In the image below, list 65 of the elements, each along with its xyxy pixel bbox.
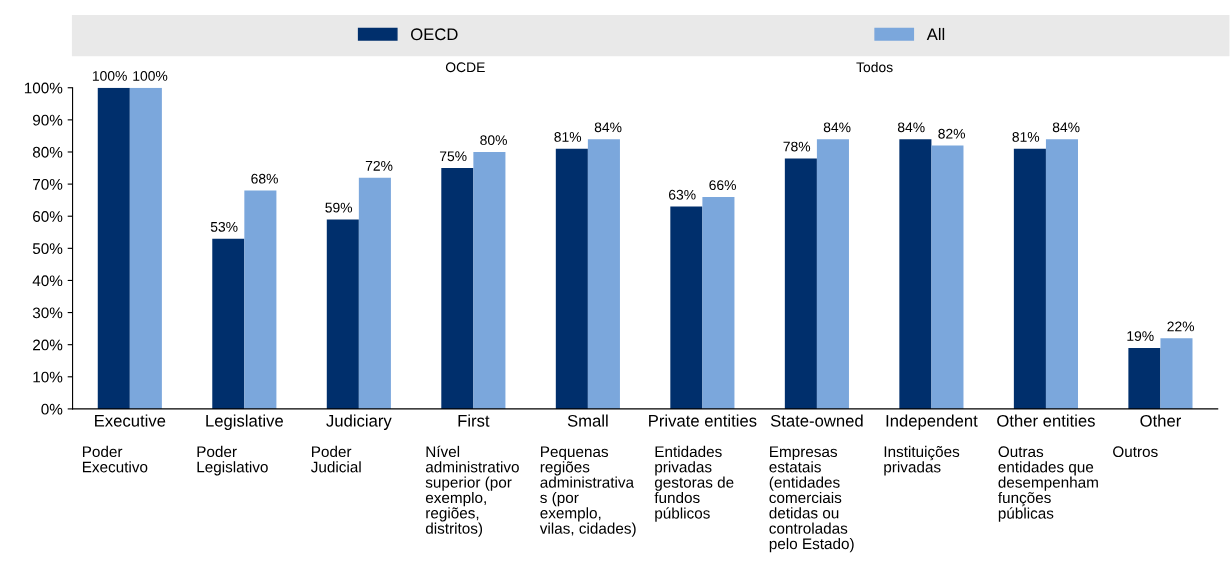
y-tick-label: 70% bbox=[33, 178, 63, 190]
bar bbox=[816, 139, 849, 409]
bar bbox=[326, 219, 359, 409]
bar bbox=[1045, 139, 1078, 409]
category-label: Small Pequenas regiões administrativa s (por exemplo, vilas, cidades) bbox=[539, 414, 636, 537]
data-label: 84% bbox=[897, 122, 925, 133]
data-label: 84% bbox=[823, 122, 851, 133]
y-tick-label: 100% bbox=[24, 82, 63, 94]
y-tick-label: 80% bbox=[32, 146, 63, 158]
data-label: 82% bbox=[938, 128, 966, 139]
data-label: 53% bbox=[210, 221, 238, 232]
bar bbox=[1160, 338, 1193, 409]
bar bbox=[1128, 347, 1161, 409]
category-label: Legislative Poder Legislativo bbox=[197, 414, 283, 476]
y-tick-label: 10% bbox=[33, 371, 63, 383]
data-label: 100% bbox=[133, 71, 168, 81]
bar bbox=[931, 145, 964, 409]
legend-label: All bbox=[926, 27, 945, 40]
bar bbox=[1013, 148, 1046, 409]
bar bbox=[587, 139, 620, 409]
text: OCDE bbox=[445, 62, 485, 73]
text: Todos bbox=[856, 61, 893, 73]
category-label: Independent Instituições privadas bbox=[884, 414, 978, 476]
data-label: 19% bbox=[1127, 331, 1154, 341]
bar bbox=[97, 87, 130, 409]
bar bbox=[244, 190, 277, 409]
data-label: 59% bbox=[325, 202, 353, 213]
data-label: 68% bbox=[251, 173, 278, 184]
data-label: 84% bbox=[1052, 122, 1080, 133]
y-tick-label: 30% bbox=[32, 307, 63, 319]
data-label: 100% bbox=[92, 71, 127, 81]
bar bbox=[670, 206, 703, 409]
bar bbox=[702, 196, 735, 409]
y-tick-label: 50% bbox=[32, 243, 63, 255]
bar bbox=[784, 158, 817, 409]
legend-label: OECD bbox=[411, 28, 458, 41]
category-label: Judiciary Poder Judicial bbox=[311, 414, 392, 473]
data-label: 63% bbox=[669, 189, 696, 200]
y-tick-label: 60% bbox=[33, 211, 63, 222]
category-label: Private entities Entidades privadas gestoras de fundos públicos bbox=[649, 414, 757, 522]
bar bbox=[555, 148, 588, 409]
data-label: 78% bbox=[783, 141, 811, 152]
category-label: Executive Poder Executivo bbox=[82, 414, 166, 473]
y-tick-label: 90% bbox=[32, 114, 63, 126]
bar bbox=[358, 177, 391, 409]
data-label: 75% bbox=[439, 151, 467, 162]
data-label: 81% bbox=[554, 132, 582, 142]
category-label: Other entities Outras entidades que desempenham funções públicas bbox=[997, 414, 1098, 522]
category-label: Other Outros bbox=[1113, 414, 1182, 458]
bar bbox=[899, 139, 932, 409]
category-label: First Nível administrativo superior (por exemplo, regiões, distritos) bbox=[425, 414, 519, 537]
data-label: 80% bbox=[480, 135, 507, 146]
y-tick-label: 20% bbox=[33, 339, 63, 351]
data-label: 81% bbox=[1012, 132, 1040, 142]
bar bbox=[473, 151, 506, 409]
data-label: 66% bbox=[709, 180, 736, 191]
data-label: 84% bbox=[594, 122, 622, 133]
bar bbox=[441, 168, 474, 409]
data-label: 22% bbox=[1167, 321, 1195, 332]
data-label: 72% bbox=[365, 160, 393, 171]
y-tick-label: 40% bbox=[32, 275, 63, 287]
bar bbox=[212, 238, 245, 409]
bar bbox=[129, 87, 162, 409]
y-tick-label: 0% bbox=[41, 403, 63, 415]
category-label: State-owned Empresas estatais (entidades comerciais detidas ou controladas pelo Estado) bbox=[769, 414, 863, 553]
